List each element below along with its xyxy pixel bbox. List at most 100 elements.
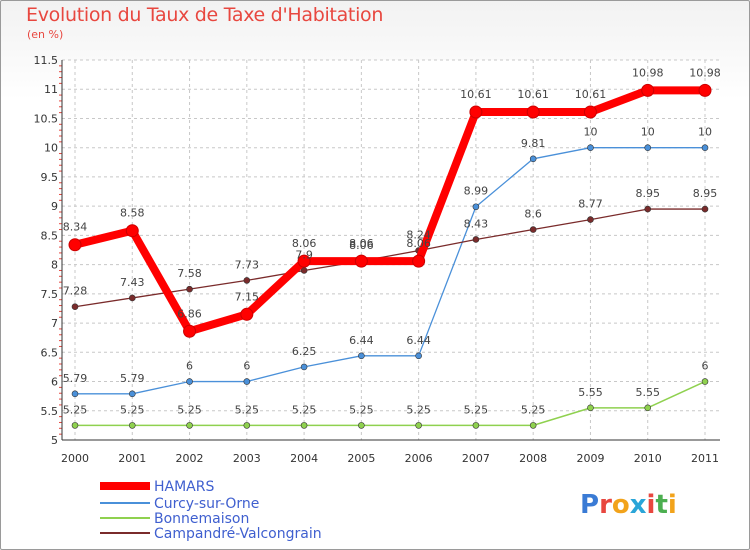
data-label: 8.77: [578, 198, 603, 211]
data-point: [186, 285, 193, 293]
data-point: [701, 205, 709, 213]
logo-letter: i: [646, 490, 656, 520]
data-label: 5.25: [177, 403, 202, 416]
logo-letter: i: [667, 490, 677, 520]
data-point: [644, 144, 652, 151]
data-label: 8.06: [406, 237, 431, 250]
series-line-2: [74, 380, 706, 427]
data-point: [358, 422, 365, 429]
data-point: [128, 390, 136, 398]
data-label: 9.81: [521, 137, 546, 150]
data-label: 5.25: [521, 403, 546, 416]
data-label: 10.61: [460, 88, 492, 101]
x-tick-label: 2011: [691, 452, 719, 465]
y-tick-label: 11.5: [34, 54, 59, 67]
data-point: [128, 294, 136, 302]
logo-letter: o: [611, 490, 630, 520]
data-point: [415, 352, 422, 360]
data-point: [701, 378, 709, 385]
y-tick-label: 6.5: [41, 346, 59, 359]
chart-unit: (en %): [27, 28, 64, 41]
data-point: [644, 205, 652, 213]
plot-area: [62, 60, 720, 440]
x-tick-label: 2007: [462, 452, 490, 465]
data-point: [71, 390, 79, 398]
data-label: 6: [702, 360, 709, 373]
data-label: 5.25: [292, 403, 317, 416]
data-label: 8.06: [349, 239, 374, 252]
data-label: 6: [186, 360, 193, 373]
data-label: 10.61: [575, 88, 607, 101]
data-label: 7.73: [235, 258, 260, 271]
data-point: [529, 226, 537, 233]
series-line-1: [74, 147, 706, 395]
y-tick-label: 9: [51, 200, 58, 213]
data-label: 5.79: [63, 372, 88, 385]
legend-label: Bonnemaison: [154, 511, 249, 527]
data-label: 6.44: [406, 334, 431, 347]
data-point: [472, 236, 480, 243]
data-point: [297, 254, 311, 268]
data-label: 5.79: [120, 372, 145, 385]
data-label: 10: [583, 126, 597, 139]
x-tick-label: 2003: [233, 452, 261, 465]
data-point: [529, 422, 537, 429]
x-tick-label: 2002: [176, 452, 204, 465]
data-point: [587, 404, 594, 412]
data-point: [354, 254, 368, 268]
data-point: [183, 324, 197, 338]
x-tick-label: 2008: [519, 452, 547, 465]
data-point: [587, 216, 594, 223]
data-point: [243, 422, 251, 429]
logo-letter: x: [629, 490, 647, 520]
x-tick-label: 2005: [347, 452, 375, 465]
data-label: 10: [698, 126, 712, 139]
data-point: [186, 378, 193, 385]
data-label: 5.55: [578, 386, 603, 399]
x-tick-label: 2006: [405, 452, 433, 465]
data-point: [300, 363, 308, 371]
data-point: [641, 83, 655, 97]
x-tick-label: 2001: [118, 452, 146, 465]
data-label: 8.95: [693, 187, 718, 200]
data-label: 10.98: [632, 66, 664, 79]
data-point: [698, 83, 712, 97]
data-label: 7.9: [295, 248, 313, 261]
data-label: 5.25: [406, 403, 431, 416]
chart-title: Evolution du Taux de Taxe d'Habitation: [26, 4, 384, 26]
data-point: [469, 105, 483, 119]
y-tick-label: 9.5: [41, 171, 59, 184]
x-tick-label: 2000: [61, 452, 89, 465]
data-point: [415, 422, 422, 429]
y-tick-label: 6: [51, 376, 58, 389]
data-point: [243, 277, 251, 284]
data-label: 6.25: [292, 345, 317, 358]
data-point: [71, 303, 79, 311]
data-label: 10.61: [517, 88, 549, 101]
legend-label: HAMARS: [154, 479, 214, 495]
data-point: [526, 105, 540, 119]
data-label: 5.25: [120, 403, 145, 416]
data-point: [583, 105, 597, 119]
data-point: [412, 254, 426, 268]
data-label: 8.06: [292, 237, 317, 250]
data-label: 8.34: [63, 221, 88, 234]
data-label: 5.25: [349, 403, 374, 416]
data-point: [240, 307, 254, 321]
legend-label: Curcy-sur-Orne: [154, 496, 259, 512]
data-label: 7.58: [177, 267, 202, 280]
data-point: [472, 422, 480, 429]
data-label: 5.55: [635, 386, 660, 399]
y-tick-label: 10: [44, 142, 58, 155]
data-point: [128, 422, 136, 429]
data-point: [68, 238, 82, 252]
data-label: 5.25: [63, 403, 88, 416]
data-label: 8.43: [464, 217, 489, 230]
data-label: 7.15: [235, 290, 260, 303]
data-label: 8.06: [349, 237, 374, 250]
x-tick-label: 2004: [290, 452, 318, 465]
legend-label: Campandré-Valcongrain: [154, 526, 322, 542]
data-point: [71, 422, 79, 429]
x-tick-label: 2010: [634, 452, 662, 465]
